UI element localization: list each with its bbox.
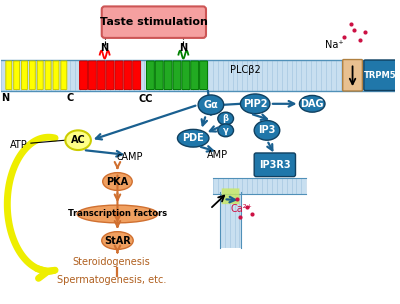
Text: Spermatogenesis, etc.: Spermatogenesis, etc.: [57, 275, 166, 285]
Ellipse shape: [300, 95, 325, 112]
FancyBboxPatch shape: [200, 61, 208, 90]
Text: PIP2: PIP2: [243, 99, 268, 109]
FancyBboxPatch shape: [173, 61, 181, 90]
FancyBboxPatch shape: [146, 61, 154, 90]
FancyBboxPatch shape: [37, 61, 43, 90]
Ellipse shape: [218, 112, 234, 125]
Text: N: N: [179, 43, 188, 53]
FancyBboxPatch shape: [22, 61, 28, 90]
Text: ATP: ATP: [10, 140, 28, 150]
FancyBboxPatch shape: [88, 61, 96, 90]
FancyBboxPatch shape: [6, 61, 12, 90]
FancyBboxPatch shape: [30, 61, 35, 90]
Text: IP3R3: IP3R3: [259, 160, 291, 170]
Ellipse shape: [103, 173, 132, 190]
Text: Gα: Gα: [204, 100, 218, 110]
Text: DAG: DAG: [300, 99, 324, 109]
FancyBboxPatch shape: [53, 61, 59, 90]
Ellipse shape: [218, 124, 234, 137]
FancyBboxPatch shape: [254, 153, 296, 177]
FancyBboxPatch shape: [45, 61, 51, 90]
Text: β: β: [223, 114, 229, 123]
FancyBboxPatch shape: [364, 60, 396, 91]
Ellipse shape: [254, 120, 280, 140]
Ellipse shape: [102, 232, 133, 249]
Text: Na⁺: Na⁺: [324, 40, 343, 50]
FancyBboxPatch shape: [133, 61, 140, 90]
FancyBboxPatch shape: [164, 61, 172, 90]
Text: Ca²⁺: Ca²⁺: [230, 204, 252, 214]
Ellipse shape: [65, 130, 91, 150]
Bar: [220, 189, 241, 248]
Text: Steroidogenesis: Steroidogenesis: [73, 257, 150, 267]
FancyBboxPatch shape: [106, 61, 114, 90]
Text: AMP: AMP: [207, 150, 228, 160]
FancyBboxPatch shape: [124, 61, 132, 90]
Text: PLCβ2: PLCβ2: [230, 65, 261, 75]
Bar: [213, 178, 306, 194]
FancyBboxPatch shape: [155, 61, 163, 90]
FancyBboxPatch shape: [115, 61, 123, 90]
FancyBboxPatch shape: [191, 61, 199, 90]
Text: Transcription factors: Transcription factors: [68, 209, 167, 219]
FancyBboxPatch shape: [97, 61, 105, 90]
FancyBboxPatch shape: [222, 188, 240, 204]
Text: N: N: [1, 93, 9, 103]
Text: AC: AC: [71, 135, 86, 145]
FancyBboxPatch shape: [80, 61, 88, 90]
FancyBboxPatch shape: [343, 60, 362, 91]
Text: N: N: [101, 43, 109, 53]
Text: C: C: [67, 93, 74, 103]
FancyBboxPatch shape: [61, 61, 67, 90]
Text: γ: γ: [223, 126, 228, 135]
Ellipse shape: [198, 95, 224, 115]
Bar: [1, 60, 395, 91]
Ellipse shape: [77, 205, 158, 223]
FancyBboxPatch shape: [182, 61, 190, 90]
Ellipse shape: [178, 130, 209, 147]
Text: TRPM5: TRPM5: [364, 71, 396, 80]
Text: cAMP: cAMP: [116, 152, 142, 162]
Text: PKA: PKA: [106, 177, 128, 187]
FancyBboxPatch shape: [102, 6, 206, 38]
FancyBboxPatch shape: [14, 61, 20, 90]
Text: PDE: PDE: [182, 133, 204, 143]
Text: Taste stimulation: Taste stimulation: [100, 17, 208, 27]
Text: IP3: IP3: [258, 125, 276, 135]
Text: StAR: StAR: [104, 236, 131, 246]
Ellipse shape: [240, 94, 270, 114]
Text: CC: CC: [139, 94, 153, 104]
